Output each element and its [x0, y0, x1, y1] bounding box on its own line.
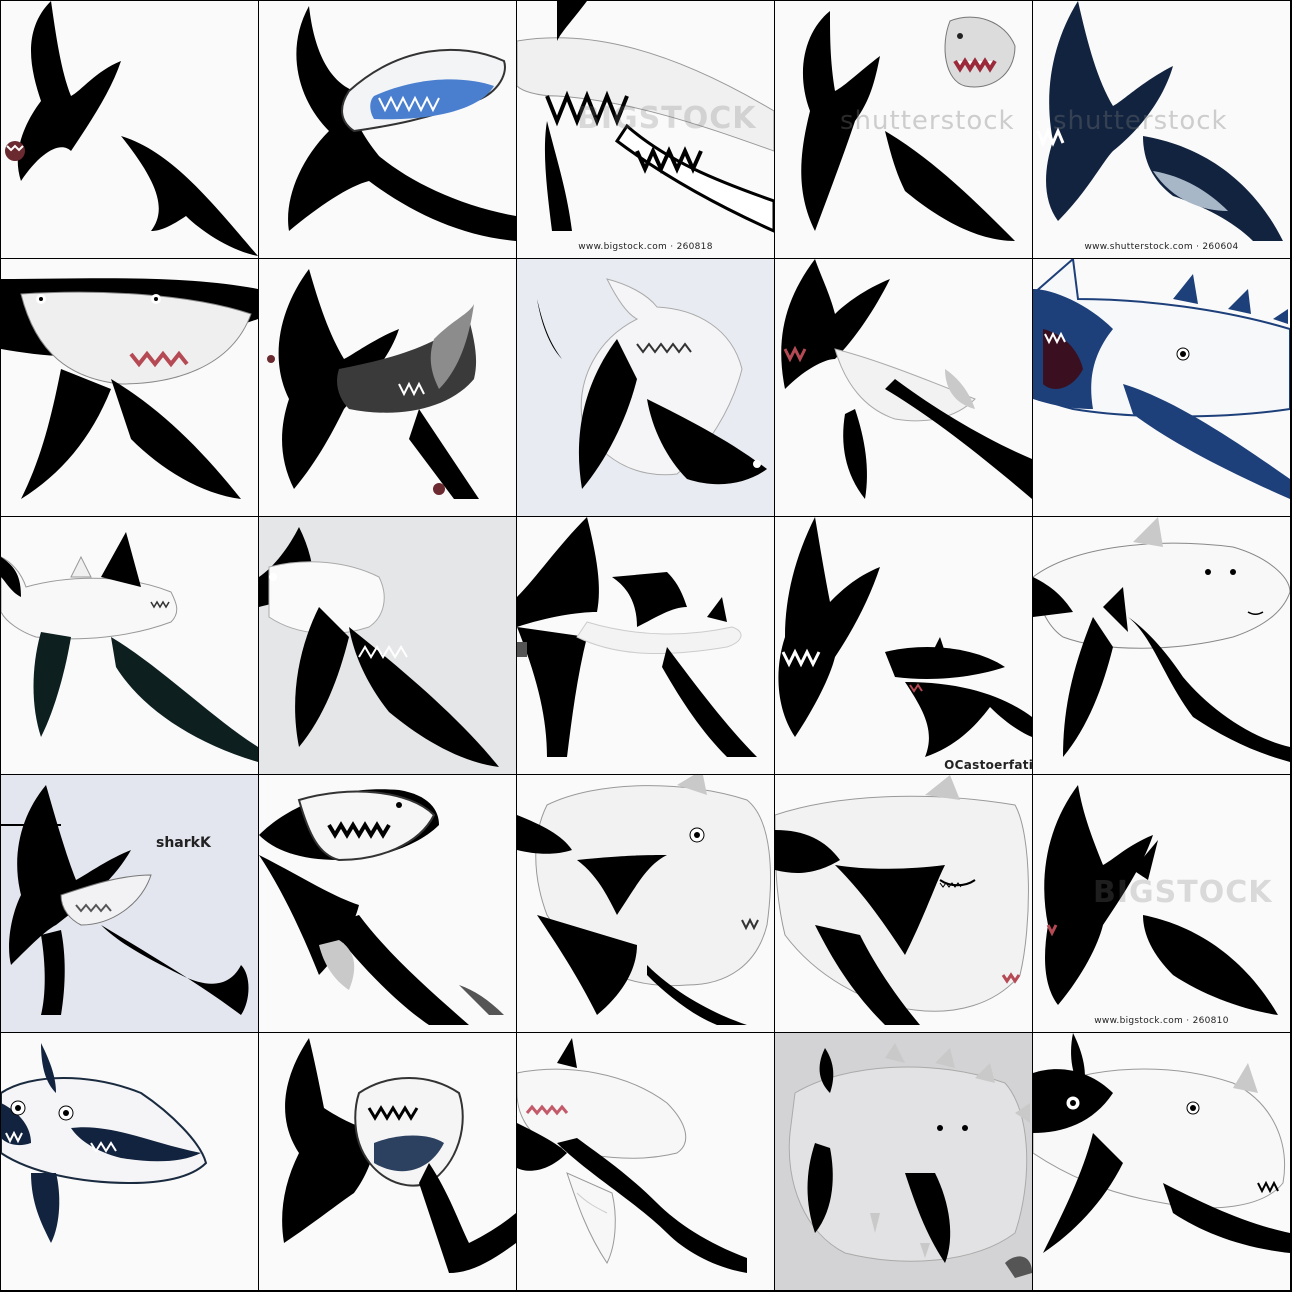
shark-illustration — [1, 785, 249, 1015]
tile-caption: www.bigstock.com · 260818 — [578, 242, 713, 252]
tile-16: sharkK — [1, 775, 258, 1032]
tile-23 — [517, 1033, 774, 1290]
tile-4: shutterstock — [775, 1, 1032, 258]
tile-12 — [259, 517, 516, 774]
shark-illustration — [1033, 517, 1290, 762]
shark-illustration — [259, 527, 499, 767]
tile-22 — [259, 1033, 516, 1290]
shark-illustration — [1, 1043, 208, 1243]
shark-illustration — [1, 278, 258, 499]
tile-18 — [517, 775, 774, 1032]
tile-11 — [1, 517, 258, 774]
watermark-text: BIGSTOCK — [577, 101, 757, 136]
shark-illustration — [267, 269, 479, 499]
tile-25 — [1033, 1033, 1290, 1290]
shark-illustration — [1036, 1, 1283, 241]
tile-9 — [775, 259, 1032, 516]
shark-illustration — [788, 1043, 1032, 1278]
shark-illustration — [259, 789, 504, 1025]
shark-illustration — [1033, 1033, 1290, 1253]
tile-7 — [259, 259, 516, 516]
shark-illustration — [517, 775, 771, 1025]
tile-17 — [259, 775, 516, 1032]
shark-illustration — [288, 6, 516, 241]
shark-illustration — [517, 1, 774, 233]
shark-illustration — [1044, 785, 1278, 1015]
shark-illustration — [282, 1038, 516, 1273]
tile-14: OCastoerfatisom — [775, 517, 1032, 774]
shark-illustration — [537, 278, 767, 489]
shark-illustration — [1, 532, 258, 762]
tile-5: shutterstock www.shutterstock.com · 2606… — [1033, 1, 1290, 258]
tile-20: BIGSTOCK www.bigstock.com · 260810 — [1033, 775, 1290, 1032]
shark-illustration — [775, 775, 1029, 1025]
tile-13 — [517, 517, 774, 774]
watermark-text: shutterstock — [1053, 106, 1228, 136]
tile-24 — [775, 1033, 1032, 1290]
tile-15 — [1033, 517, 1290, 774]
tile-caption: OCastoerfatisom — [944, 758, 1032, 772]
tile-19 — [775, 775, 1032, 1032]
tile-10 — [1033, 259, 1290, 516]
tile-1 — [1, 1, 258, 258]
tile-3: BIGSTOCK www.bigstock.com · 260818 — [517, 1, 774, 258]
tile-2 — [259, 1, 516, 258]
shark-illustration — [778, 517, 1032, 757]
watermark-text: shutterstock — [840, 106, 1015, 136]
shark-illustration — [517, 1038, 747, 1273]
tile-6 — [1, 259, 258, 516]
shark-illustration — [1033, 259, 1290, 499]
shark-illustration — [5, 1, 258, 256]
tile-21 — [1, 1033, 258, 1290]
tile-caption: www.bigstock.com · 260810 — [1094, 1016, 1229, 1026]
watermark-text: BIGSTOCK — [1093, 875, 1273, 910]
shark-illustration — [801, 11, 1016, 241]
shark-illustration — [781, 259, 1032, 499]
tile-8 — [517, 259, 774, 516]
shark-illustration — [517, 517, 757, 757]
tile-caption: www.shutterstock.com · 260604 — [1084, 242, 1239, 252]
tile-caption: sharkK — [156, 835, 211, 851]
